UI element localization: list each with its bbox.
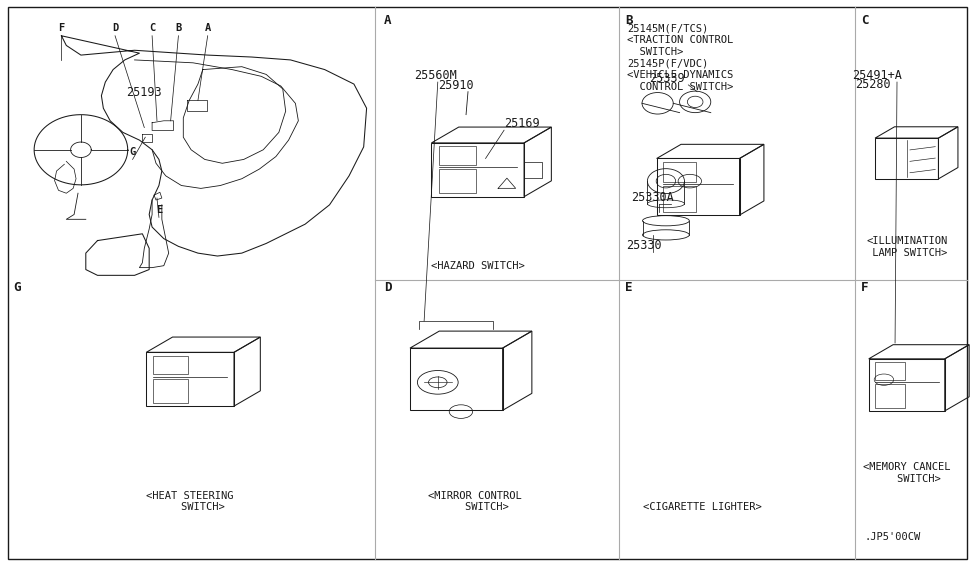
Text: <ILLUMINATION
 LAMP SWITCH>: <ILLUMINATION LAMP SWITCH> (866, 236, 948, 258)
Text: B: B (625, 14, 633, 27)
Text: A: A (384, 14, 392, 27)
Text: 25280: 25280 (855, 78, 890, 91)
Bar (439, 146, 476, 165)
Text: .JP5'00CW: .JP5'00CW (865, 532, 921, 542)
Text: C: C (861, 14, 869, 27)
Text: 25193: 25193 (127, 86, 162, 99)
Bar (439, 169, 476, 194)
Text: B: B (176, 23, 181, 33)
Text: G: G (14, 281, 21, 294)
Text: <MIRROR CONTROL
    SWITCH>: <MIRROR CONTROL SWITCH> (428, 491, 522, 512)
Text: E: E (156, 204, 162, 215)
Text: E: E (625, 281, 633, 294)
Text: 25560M: 25560M (414, 69, 457, 82)
Bar (875, 384, 905, 408)
Text: <MEMORY CANCEL
    SWITCH>: <MEMORY CANCEL SWITCH> (863, 462, 951, 484)
Bar (875, 362, 905, 380)
Text: 25145M(F/TCS)
<TRACTION CONTROL
  SWITCH>
25145P(F/VDC)
<VEHICLE DYNAMICS
  CONT: 25145M(F/TCS) <TRACTION CONTROL SWITCH> … (627, 24, 733, 92)
Text: 25330A: 25330A (631, 191, 674, 204)
Bar (663, 162, 696, 182)
Text: 25491+A: 25491+A (852, 69, 903, 82)
Text: G: G (130, 147, 136, 157)
Text: 25910: 25910 (439, 79, 474, 92)
Text: <CIGARETTE LIGHTER>: <CIGARETTE LIGHTER> (643, 502, 761, 512)
Text: C: C (149, 23, 155, 33)
Text: 25339: 25339 (649, 72, 685, 85)
Text: F: F (58, 23, 64, 33)
Text: <HAZARD SWITCH>: <HAZARD SWITCH> (431, 260, 525, 271)
Bar (663, 186, 696, 212)
Text: 25169: 25169 (504, 117, 540, 130)
Bar (153, 355, 188, 374)
Text: F: F (861, 281, 869, 294)
Bar (153, 379, 188, 403)
Text: 25330: 25330 (626, 239, 661, 252)
Text: D: D (384, 281, 392, 294)
Text: D: D (112, 23, 118, 33)
Text: <HEAT STEERING
    SWITCH>: <HEAT STEERING SWITCH> (146, 491, 234, 512)
Text: A: A (205, 23, 211, 33)
